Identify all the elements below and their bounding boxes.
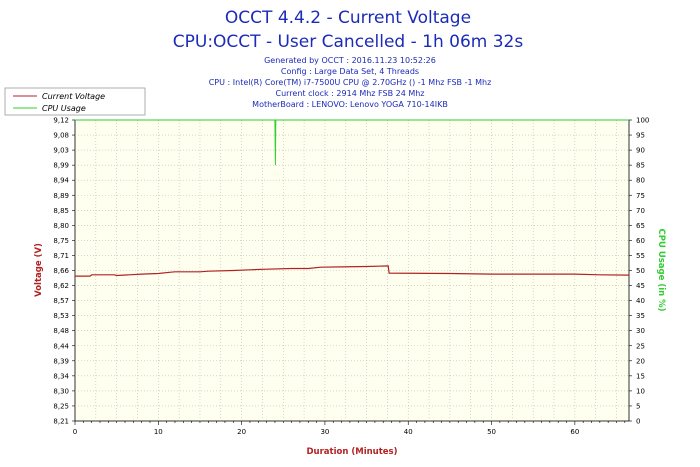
y2-tick-label: 30 [636, 327, 645, 335]
legend-label-voltage: Current Voltage [42, 92, 105, 101]
x-tick-label: 0 [73, 428, 77, 436]
y2-tick-label: 85 [636, 162, 645, 170]
y-tick-label: 8,30 [53, 387, 69, 395]
y-tick-label: 8,75 [53, 237, 69, 245]
info-generated: Generated by OCCT : 2016.11.23 10:52:26 [264, 56, 436, 65]
y-tick-label: 8,85 [53, 207, 69, 215]
info-motherboard: MotherBoard : LENOVO: Lenovo YOGA 710-14… [252, 100, 448, 109]
chart-subtitle: CPU:OCCT - User Cancelled - 1h 06m 32s [173, 32, 524, 52]
y-axis-label: Voltage (V) [34, 243, 44, 297]
legend-label-cpu: CPU Usage [42, 104, 86, 113]
info-cpu: CPU : Intel(R) Core(TM) i7-7500U CPU @ 2… [209, 78, 492, 87]
y-tick-label: 9,12 [53, 117, 69, 125]
y2-tick-label: 95 [636, 132, 645, 140]
x-axis: 0 10 20 30 40 50 60 [73, 421, 626, 436]
grid-lines [75, 120, 629, 421]
x-tick-label: 40 [404, 428, 413, 436]
y2-tick-label: 0 [636, 418, 640, 426]
x-tick-label: 50 [487, 428, 496, 436]
y-tick-label: 8,71 [53, 252, 69, 260]
y-tick-label: 8,25 [53, 402, 69, 410]
y2-tick-label: 15 [636, 372, 645, 380]
y2-tick-label: 70 [636, 207, 645, 215]
x-tick-label: 10 [154, 428, 163, 436]
y2-tick-label: 75 [636, 192, 645, 200]
y2-axis-label: CPU Usage (in %) [656, 228, 666, 311]
y-tick-label: 8,89 [53, 192, 69, 200]
y-tick-label: 8,39 [53, 357, 69, 365]
y2-tick-label: 40 [636, 297, 645, 305]
info-config: Config : Large Data Set, 4 Threads [281, 67, 419, 76]
y-tick-label: 8,94 [53, 177, 69, 185]
y2-tick-label: 80 [636, 177, 645, 185]
y-tick-label: 8,66 [53, 267, 69, 275]
y2-tick-label: 65 [636, 222, 645, 230]
y2-tick-label: 90 [636, 147, 645, 155]
legend-box [4, 87, 146, 116]
y-tick-label: 8,57 [53, 297, 69, 305]
y2-tick-label: 50 [636, 267, 645, 275]
x-tick-label: 20 [237, 428, 246, 436]
legend: Current Voltage CPU Usage [4, 87, 146, 116]
y-tick-label: 8,48 [53, 327, 69, 335]
y2-tick-label: 25 [636, 342, 645, 350]
y-tick-label: 8,80 [53, 222, 69, 230]
y-tick-label: 8,99 [53, 162, 69, 170]
y-axis-right: 0 5 10 15 20 25 30 35 40 45 50 55 60 65 70 75 80 85 90 95 10… [629, 117, 649, 426]
x-tick-label: 60 [570, 428, 579, 436]
y-tick-label: 8,34 [53, 372, 69, 380]
y-tick-label: 9,03 [53, 147, 69, 155]
x-axis-label: Duration (Minutes) [307, 447, 398, 457]
y-tick-label: 8,44 [53, 342, 69, 350]
y2-tick-label: 55 [636, 252, 645, 260]
y2-tick-label: 35 [636, 312, 645, 320]
info-clock: Current clock : 2914 Mhz FSB 24 Mhz [276, 89, 425, 98]
y-axis-left: 8,21 8,25 8,30 8,34 8,39 8,44 8,48 8,53 8,57 8,62… [53, 117, 75, 426]
y2-tick-label: 60 [636, 237, 645, 245]
y-tick-label: 9,08 [53, 132, 69, 140]
y2-tick-label: 45 [636, 282, 645, 290]
y-tick-label: 8,53 [53, 312, 69, 320]
y2-tick-label: 5 [636, 402, 640, 410]
y-tick-label: 8,62 [53, 282, 69, 290]
series-line-cpu-usage [75, 119, 629, 166]
series-layer [75, 119, 630, 277]
y-tick-label: 8,21 [53, 418, 69, 426]
chart-title: OCCT 4.4.2 - Current Voltage [225, 8, 471, 28]
y2-tick-label: 20 [636, 357, 645, 365]
y2-tick-label: 10 [636, 387, 645, 395]
x-tick-label: 30 [320, 428, 329, 436]
y2-tick-label: 100 [636, 117, 649, 125]
series-line-current-voltage [75, 265, 630, 277]
